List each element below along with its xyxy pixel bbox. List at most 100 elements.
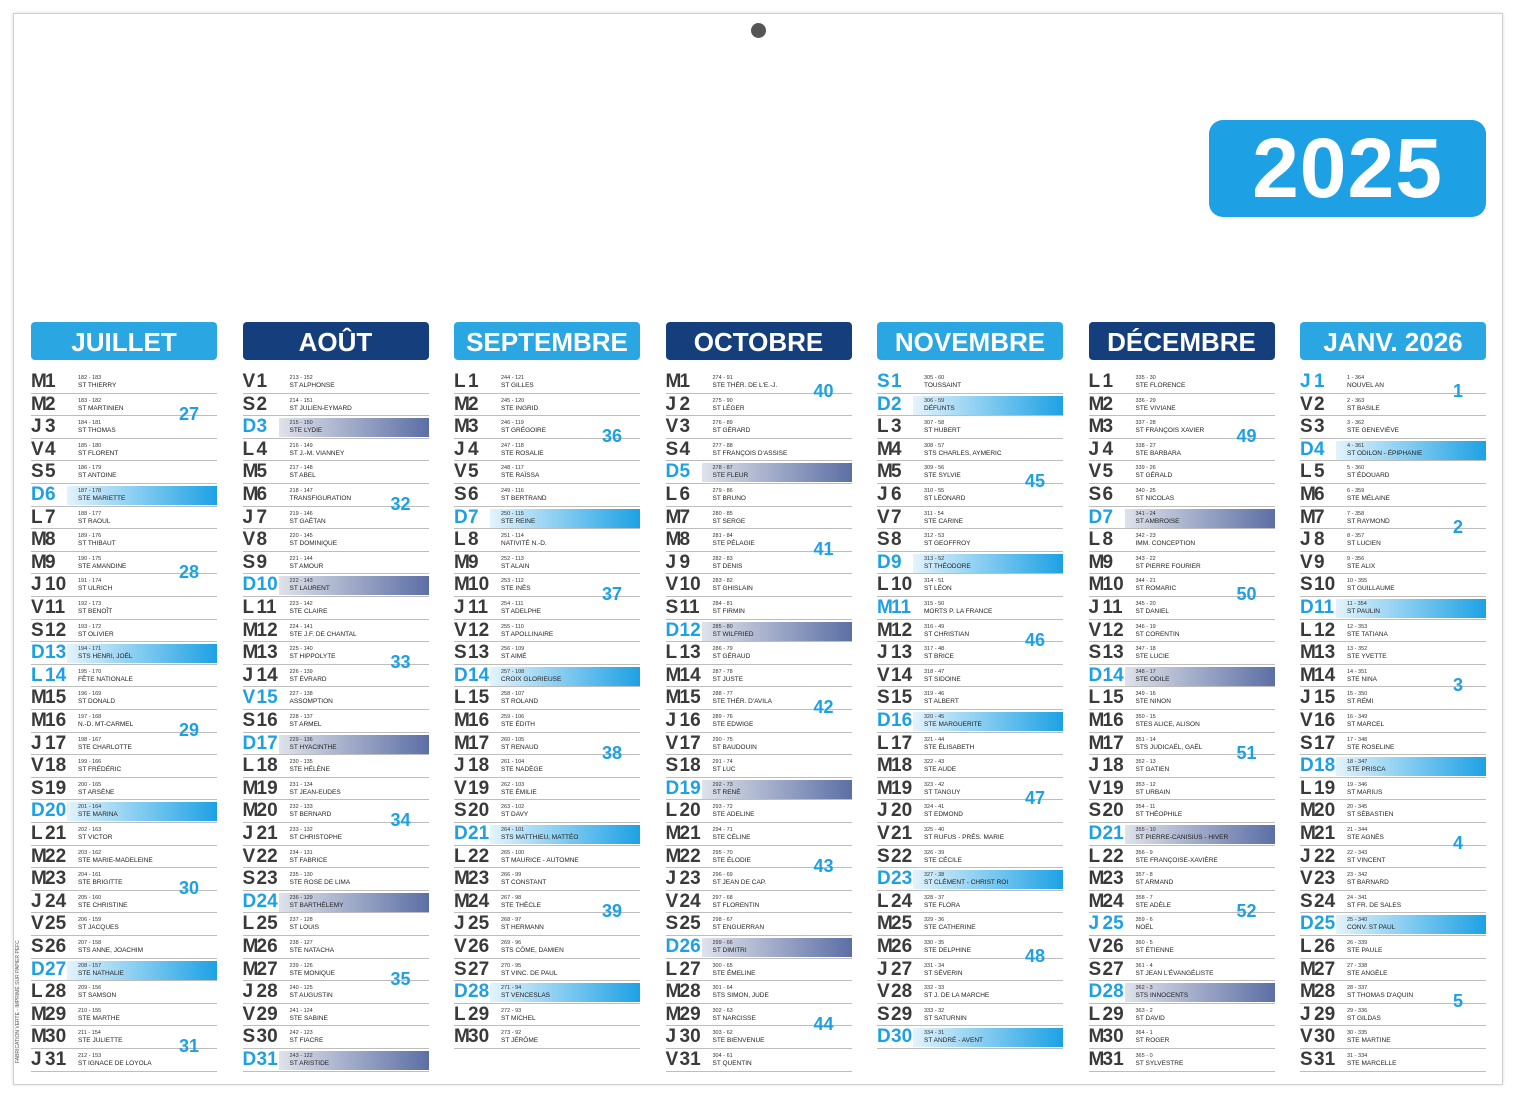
row-separator — [1088, 460, 1275, 462]
day-number: 2 — [1314, 393, 1325, 415]
row-separator — [242, 754, 429, 756]
day-number: 22 — [468, 845, 490, 867]
row-separator — [242, 844, 429, 846]
day-number: 7 — [256, 506, 268, 528]
saint-name: STE SABINE — [289, 1014, 328, 1022]
day-number: 9 — [1102, 551, 1114, 573]
row-separator — [1088, 1025, 1275, 1027]
saint-name: ST BASILE — [1347, 404, 1380, 412]
saint-name: STE NATACHA — [289, 947, 335, 954]
day-code: 281 - 84 — [712, 533, 733, 540]
weekday-letter: V — [1088, 461, 1102, 483]
saint-name: STE ADELINE — [712, 811, 755, 819]
day-number: 3 — [468, 416, 479, 438]
saint-name: ST LAURENT — [289, 585, 330, 593]
row-separator — [31, 596, 217, 597]
row-separator — [665, 550, 852, 552]
saint-name: ST CHRISTIAN — [924, 630, 970, 638]
day-code: 199 - 166 — [78, 759, 102, 766]
saint-name: ST ROLAND — [501, 698, 539, 706]
saint-name: ST BERTRAND — [501, 495, 547, 502]
day-code: 289 - 76 — [712, 714, 733, 720]
weekday-letter: J — [31, 732, 42, 754]
weekday-letter: J — [1300, 1003, 1311, 1025]
row-separator — [31, 731, 217, 733]
day-code: 19 - 346 — [1347, 781, 1368, 788]
day-number: 25 — [1314, 913, 1336, 935]
day-code: 11 - 354 — [1347, 601, 1367, 607]
weekday-letter: D — [665, 619, 680, 641]
weekday-letter: D — [31, 484, 45, 505]
row-separator — [665, 392, 852, 394]
day-number: 24 — [891, 890, 913, 912]
saint-name: ST FIRMIN — [712, 608, 745, 615]
day-number: 30 — [1314, 1026, 1336, 1048]
day-code: 7 - 358 — [1347, 510, 1365, 517]
day-number: 26 — [891, 936, 913, 957]
weekday-letter: M — [1088, 868, 1105, 890]
row-separator — [242, 1002, 429, 1004]
day-number: 7 — [679, 506, 691, 528]
day-code: 349 - 16 — [1135, 691, 1156, 698]
weekday-letter: V — [877, 981, 890, 1003]
row-separator — [242, 641, 429, 643]
row-separator — [242, 392, 429, 394]
week-number: 37 — [601, 584, 623, 605]
weekday-letter: M — [454, 868, 470, 890]
saint-name: CROIX GLORIEUSE — [501, 675, 562, 683]
weekday-letter: L — [1088, 529, 1101, 551]
saint-name: STE MARCELLE — [1347, 1060, 1397, 1067]
weekday-letter: J — [665, 868, 677, 890]
weekday-letter: M — [242, 936, 259, 957]
day-code: 192 - 173 — [78, 601, 102, 607]
saint-name: ST MICHEL — [501, 1014, 536, 1022]
day-code: 346 - 19 — [1135, 623, 1156, 630]
saint-name: STE AGNÈS — [1347, 834, 1384, 841]
weekday-letter: V — [454, 461, 467, 483]
row-separator — [1300, 528, 1486, 530]
day-number: 23 — [256, 868, 278, 890]
row-separator — [31, 392, 217, 394]
day-number: 9 — [45, 551, 56, 573]
weekday-letter: M — [31, 551, 47, 573]
sunday-highlight — [1336, 599, 1486, 618]
day-number: 19 — [45, 777, 67, 799]
saint-name: ST IGNACE DE LOYOLA — [78, 1060, 152, 1067]
day-number: 28 — [256, 981, 278, 1003]
day-number: 8 — [256, 529, 268, 551]
day-number: 2 — [256, 393, 268, 415]
weekday-letter: S — [31, 619, 44, 641]
weekday-letter: L — [242, 913, 255, 935]
day-number: 15 — [1102, 687, 1124, 709]
weekday-letter: D — [877, 710, 891, 731]
week-number: 40 — [813, 381, 834, 401]
day-code: 15 - 350 — [1347, 691, 1368, 698]
day-number: 14 — [256, 664, 278, 686]
day-number: 15 — [45, 687, 67, 709]
saint-name: ST THÉOPHILE — [1135, 811, 1183, 819]
row-separator — [454, 980, 640, 982]
day-code: 290 - 75 — [712, 736, 733, 743]
day-code: 244 - 121 — [501, 375, 525, 381]
row-separator — [1300, 776, 1486, 778]
day-number: 11 — [256, 597, 277, 618]
saint-name: STE BARBARA — [1135, 449, 1182, 457]
saint-name: ST JEAN-EUDES — [289, 788, 341, 796]
row-separator — [31, 935, 217, 936]
day-number: 10 — [1314, 574, 1336, 596]
saint-name: ST ÉVRARD — [289, 675, 327, 683]
weekday-letter: V — [31, 913, 44, 935]
day-number: 31 — [45, 1049, 67, 1070]
day-number: 6 — [891, 484, 902, 505]
saint-name: ST SAMSON — [78, 992, 117, 1000]
day-code: 302 - 63 — [712, 1007, 733, 1014]
day-number: 10 — [45, 574, 67, 596]
week-number: 51 — [1236, 742, 1257, 763]
day-code: 250 - 115 — [501, 510, 524, 517]
saint-name: ST ANDRÉ - AVENT — [924, 1037, 983, 1045]
row-separator — [877, 392, 1063, 394]
day-number: 24 — [1102, 890, 1124, 912]
day-code: 203 - 162 — [78, 849, 102, 856]
weekday-letter: M — [31, 710, 47, 731]
saint-name: ST GÉRAUD — [712, 653, 751, 661]
